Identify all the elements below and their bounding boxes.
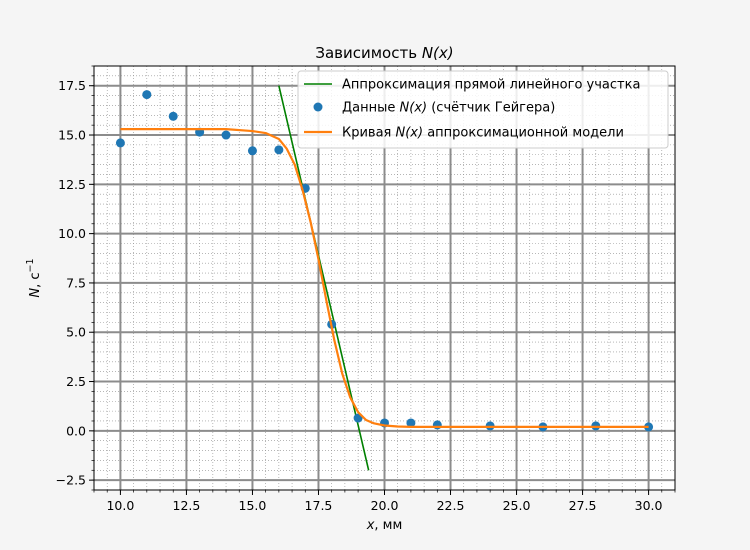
x-tick-label: 10.0 xyxy=(106,498,134,513)
legend-box xyxy=(297,70,669,149)
legend: Аппроксимация прямой линейного участка Д… xyxy=(297,70,669,149)
data-point xyxy=(168,111,178,121)
x-tick-label: 20.0 xyxy=(371,498,399,513)
data-point xyxy=(115,138,125,148)
data-point xyxy=(142,90,152,100)
y-tick-label: 17.5 xyxy=(58,78,86,93)
x-tick-label: 12.5 xyxy=(173,498,201,513)
x-tick-label: 25.0 xyxy=(503,498,531,513)
legend-label-line: Аппроксимация прямой линейного участка xyxy=(342,78,640,93)
data-point xyxy=(644,422,654,432)
legend-label-model: Кривая N(x) аппроксимационной модели xyxy=(342,126,624,141)
x-tick-label: 15.0 xyxy=(239,498,267,513)
y-tick-label: 0.0 xyxy=(66,423,86,438)
legend-dot-sample xyxy=(313,102,323,112)
y-tick-label: 12.5 xyxy=(58,177,86,192)
chart-title: Зависимость N(x) xyxy=(315,44,453,62)
x-tick-label: 22.5 xyxy=(437,498,465,513)
y-tick-label: 5.0 xyxy=(66,325,86,340)
x-tick-label: 27.5 xyxy=(569,498,597,513)
x-tick-label: 17.5 xyxy=(305,498,333,513)
y-axis-label: N, с−1 xyxy=(25,258,43,297)
legend-label-data: Данные N(x) (счётчик Гейгера) xyxy=(342,101,555,116)
y-tick-label: 2.5 xyxy=(66,374,86,389)
y-tick-label: −2.5 xyxy=(56,473,86,488)
data-point xyxy=(247,146,257,156)
x-axis-label: x, мм xyxy=(366,518,403,533)
y-tick-label: 7.5 xyxy=(66,275,86,290)
model-curve xyxy=(120,128,649,428)
y-tick-label: 15.0 xyxy=(58,128,86,143)
data-point xyxy=(406,418,416,428)
data-point xyxy=(221,130,231,140)
axes: 10.0 12.5 15.0 17.5 20.0 22.5 25.0 27.5 30.0 −2.5… xyxy=(56,65,676,513)
series-layer xyxy=(115,85,654,471)
y-tick-label: 10.0 xyxy=(58,226,86,241)
x-tick-label: 30.0 xyxy=(635,498,663,513)
data-point xyxy=(274,145,284,155)
data-point xyxy=(432,420,442,430)
grid xyxy=(93,65,676,491)
